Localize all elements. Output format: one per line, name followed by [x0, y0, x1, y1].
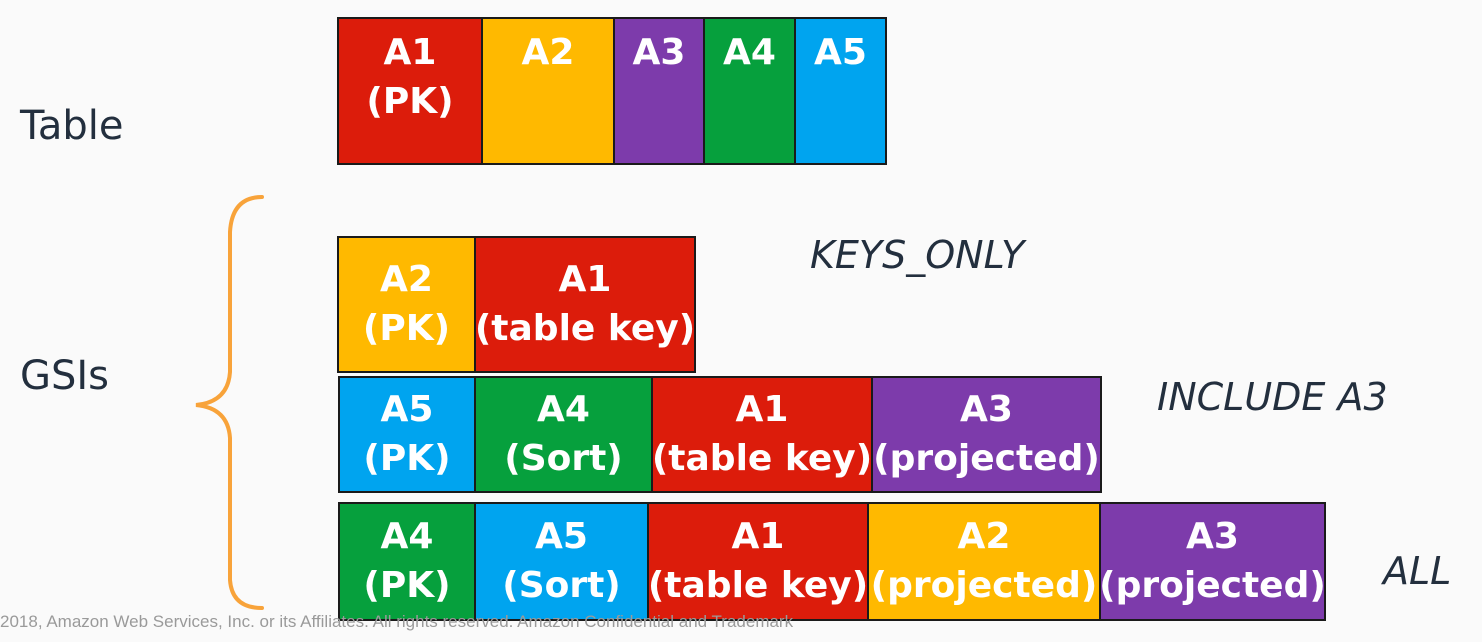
attribute-cell-a5: A5 (Sort)	[474, 502, 649, 621]
attribute-cell-a4: A4	[703, 17, 796, 165]
attribute-cell-a2: A2 (PK)	[337, 236, 476, 373]
attribute-role: (Sort)	[504, 437, 623, 479]
attribute-cell-a1: A1 (table key)	[647, 502, 869, 621]
attribute-name: A1	[735, 388, 789, 430]
attribute-cell-a3: A3 (projected)	[871, 376, 1102, 493]
attribute-role: (table key)	[647, 564, 869, 606]
attribute-name: A3	[960, 388, 1013, 430]
attribute-role: (PK)	[363, 564, 451, 606]
projection-keys-only: KEYS_ONLY	[810, 233, 1025, 277]
attribute-cell-a2: A2 (projected)	[867, 502, 1101, 621]
attribute-name: A1	[558, 258, 612, 300]
gsis-label: GSIs	[20, 353, 110, 399]
attribute-role: (table key)	[474, 307, 696, 349]
attribute-role: (projected)	[873, 437, 1100, 479]
attribute-name: A1	[383, 32, 437, 73]
attribute-name: A5	[535, 515, 588, 557]
attribute-role: (PK)	[363, 437, 451, 479]
attribute-cell-a1: A1 (PK)	[337, 17, 483, 165]
attribute-name: A2	[380, 258, 433, 300]
attribute-cell-a4: A4 (Sort)	[474, 376, 653, 493]
attribute-cell-a4: A4 (PK)	[338, 502, 476, 621]
attribute-role: (table key)	[651, 437, 873, 479]
projection-include-a3: INCLUDE A3	[1157, 375, 1388, 419]
attribute-name: A4	[723, 32, 776, 73]
attribute-name: A3	[1186, 515, 1239, 557]
attribute-name: A3	[632, 32, 686, 73]
attribute-role: (projected)	[1099, 564, 1326, 606]
attribute-name: A4	[537, 388, 590, 430]
projection-all: ALL	[1383, 549, 1452, 593]
attribute-cell-a1: A1 (table key)	[651, 376, 873, 493]
attribute-role: (Sort)	[502, 564, 621, 606]
copyright-footer: 2018, Amazon Web Services, Inc. or its A…	[0, 612, 794, 631]
attribute-name: A2	[521, 32, 575, 73]
attribute-cell-a1: A1 (table key)	[474, 236, 696, 373]
attribute-name: A5	[380, 388, 434, 430]
attribute-role: (PK)	[366, 80, 454, 122]
attribute-role: (PK)	[362, 307, 451, 349]
attribute-cell-a2: A2	[481, 17, 615, 165]
attribute-cell-a5: A5 (PK)	[338, 376, 476, 493]
table-label: Table	[20, 103, 124, 149]
attribute-name: A5	[814, 32, 867, 73]
attribute-name: A1	[731, 515, 785, 557]
attribute-name: A4	[380, 515, 434, 557]
attribute-cell-a3: A3	[613, 17, 705, 165]
attribute-cell-a3: A3 (projected)	[1099, 502, 1326, 621]
curly-brace-icon	[195, 195, 264, 610]
attribute-cell-a5: A5	[794, 17, 887, 165]
attribute-name: A2	[957, 515, 1011, 557]
attribute-role: (projected)	[870, 564, 1098, 606]
